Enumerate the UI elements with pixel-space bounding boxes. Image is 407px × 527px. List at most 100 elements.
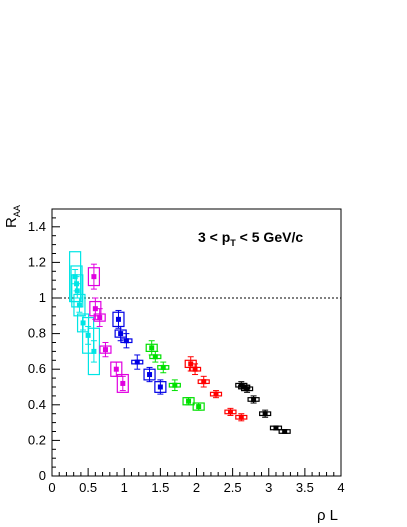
- point-marker: [76, 302, 82, 308]
- point-marker: [97, 315, 103, 321]
- y-axis-ticks: [52, 208, 60, 477]
- data-point: [131, 354, 144, 370]
- point-marker: [123, 338, 129, 344]
- series-1: [69, 251, 101, 376]
- data-point: [73, 293, 86, 317]
- point-marker: [213, 391, 219, 397]
- x-tick-label: 0: [48, 480, 55, 495]
- y-tick-label: 0.4: [28, 397, 46, 412]
- data-point: [93, 308, 106, 327]
- x-tick-label: 2.5: [224, 480, 242, 495]
- point-marker: [120, 380, 126, 386]
- point-marker: [152, 354, 158, 360]
- systematic-box: [73, 293, 86, 317]
- point-marker: [188, 361, 194, 367]
- y-tick-label: 0.8: [28, 326, 46, 341]
- point-marker: [251, 396, 257, 402]
- data-point: [188, 363, 202, 376]
- kinematic-annotation: 3 < pT < 5 GeV/c: [198, 229, 303, 248]
- y-tick-label: 1.2: [28, 254, 46, 269]
- x-tick-label: 1.5: [151, 480, 169, 495]
- point-marker: [91, 348, 97, 354]
- data-point: [235, 413, 248, 422]
- data-point: [278, 429, 291, 434]
- point-marker: [201, 379, 207, 385]
- data-point: [168, 379, 181, 392]
- annotation-pre: 3 < p: [198, 229, 230, 245]
- data-point: [224, 407, 237, 416]
- x-axis-ticks: [51, 468, 342, 476]
- plot-area: [51, 208, 342, 477]
- data-point: [209, 390, 223, 399]
- data-point: [157, 361, 170, 374]
- point-marker: [227, 409, 233, 415]
- point-marker: [91, 274, 97, 280]
- data-point: [154, 379, 167, 395]
- data-point: [149, 350, 162, 363]
- x-tick-label: 3: [265, 480, 272, 495]
- point-marker: [149, 345, 155, 351]
- point-marker: [147, 372, 153, 378]
- data-point: [269, 425, 283, 431]
- series-5: [184, 356, 248, 422]
- data-point: [192, 402, 205, 411]
- point-marker: [134, 359, 140, 365]
- data-point: [87, 263, 101, 290]
- point-marker: [172, 382, 178, 388]
- systematic-box: [70, 265, 83, 303]
- y-tick-label: 1: [39, 290, 46, 305]
- y-axis-title-sub: AA: [12, 205, 22, 217]
- point-marker: [186, 398, 192, 404]
- y-axis-title-main: R: [3, 217, 20, 228]
- point-marker: [113, 366, 119, 372]
- data-series: [69, 251, 291, 434]
- point-marker: [115, 316, 121, 322]
- x-tick-label: 4: [337, 480, 344, 495]
- data-point: [116, 373, 129, 393]
- x-tick-label: 3.5: [296, 480, 314, 495]
- x-axis-tick-labels: 0 0.5 1 1.5 2 2.5 3 3.5 4: [48, 480, 344, 495]
- point-marker: [74, 288, 80, 294]
- y-tick-label: 0.6: [28, 361, 46, 376]
- y-axis-title: RAA: [3, 205, 22, 228]
- point-marker: [196, 404, 202, 410]
- y-tick-label: 1.4: [28, 219, 46, 234]
- x-tick-label: 1: [121, 480, 128, 495]
- data-point: [259, 409, 272, 418]
- y-tick-label: 0.2: [28, 432, 46, 447]
- data-point: [247, 395, 260, 404]
- data-point: [110, 361, 123, 377]
- plot-frame: [51, 208, 342, 477]
- point-marker: [160, 364, 166, 370]
- point-marker: [244, 386, 250, 392]
- systematic-box: [116, 373, 129, 393]
- annotation-post: < 5 GeV/c: [236, 229, 304, 245]
- point-marker: [92, 306, 98, 312]
- point-marker: [157, 384, 163, 390]
- point-marker: [102, 347, 108, 353]
- data-point: [120, 333, 133, 349]
- series-6: [235, 381, 291, 434]
- y-axis-tick-labels: 0 0.2 0.4 0.6 0.8 1 1.2 1.4: [28, 219, 46, 483]
- data-point: [99, 342, 112, 358]
- data-point: [182, 397, 195, 406]
- data-point: [240, 384, 254, 393]
- point-marker: [192, 366, 198, 372]
- point-marker: [262, 411, 268, 417]
- data-point: [112, 309, 125, 329]
- x-tick-label: 0.5: [79, 480, 97, 495]
- data-point: [143, 366, 156, 383]
- series-2: [87, 263, 129, 393]
- x-tick-label: 2: [193, 480, 200, 495]
- annotation-sub: T: [230, 238, 236, 248]
- x-axis-title-main: ρ L: [317, 507, 338, 524]
- point-marker: [118, 331, 124, 337]
- y-tick-label: 0: [39, 468, 46, 483]
- point-marker: [238, 414, 244, 420]
- point-marker: [282, 429, 288, 434]
- data-point: [197, 375, 210, 388]
- x-axis-title: ρ L: [317, 507, 338, 524]
- series-3: [112, 309, 167, 395]
- series-4: [145, 340, 205, 411]
